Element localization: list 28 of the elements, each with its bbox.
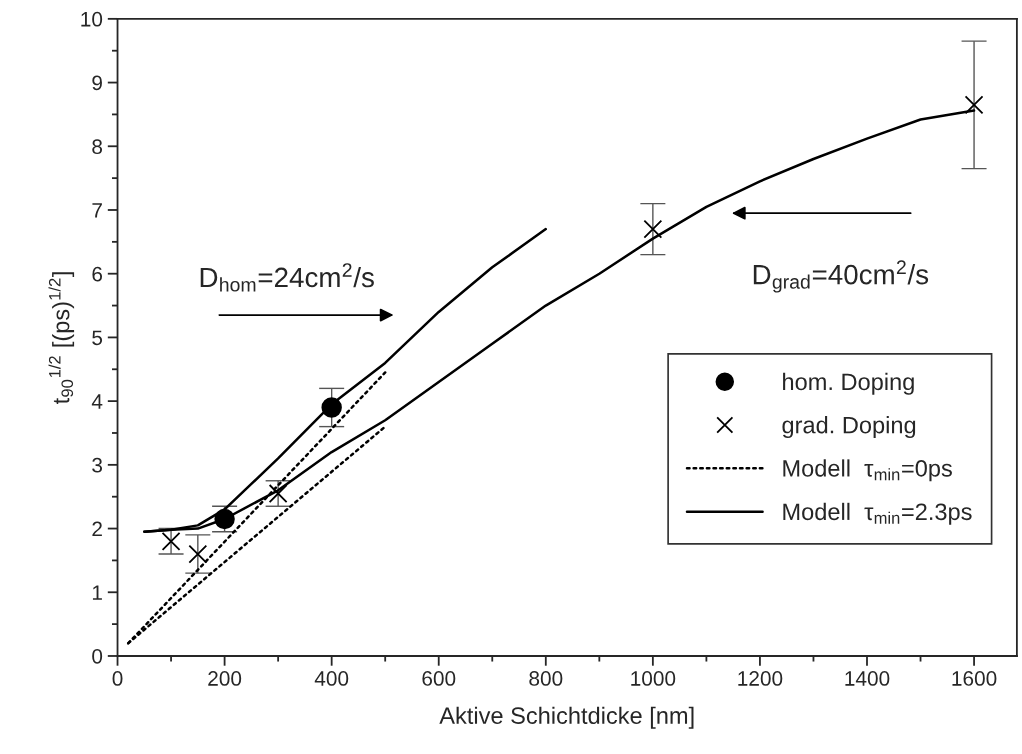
x-tick-label: 0 — [112, 671, 123, 686]
y-tick-label: 3 — [92, 457, 103, 473]
y-tick-label: 4 — [91, 394, 103, 409]
x-tick-label: 800 — [529, 671, 563, 686]
x-tick-label: 200 — [208, 671, 242, 686]
annotation: D$_{hom}$=24cm$^{2}$/s — [200, 263, 374, 292]
x-tick-label: 600 — [422, 671, 456, 686]
y-tick-label: 9 — [92, 75, 102, 91]
legend-label: grad. Doping — [782, 416, 916, 439]
x-tick-label: 1200 — [738, 671, 783, 686]
x-tick-label: 1600 — [952, 671, 997, 686]
y-tick-label: 6 — [92, 266, 103, 282]
x-tick-label: 1000 — [631, 671, 676, 686]
legend-label: Modell τ$_{min}$=0ps — [783, 459, 952, 482]
legend-label: hom. Doping — [783, 372, 914, 395]
y-tick-label: 0 — [92, 648, 103, 664]
y-tick-label: 8 — [92, 139, 103, 155]
y-tick-label: 10 — [81, 11, 103, 27]
y-tick-label: 5 — [92, 330, 103, 346]
x-axis-title: Aktive Schichtdicke [nm] — [439, 706, 694, 729]
y-tick-label: 1 — [92, 585, 102, 600]
legend-label: Modell τ$_{min}$=2.3ps — [783, 502, 972, 525]
y-axis-title: t$_{90}$$^{1/2}$ [(ps)$^{1/2}$] — [48, 272, 75, 404]
x-tick-label: 1400 — [845, 671, 890, 686]
y-tick-label: 2 — [92, 521, 102, 537]
y-tick-label: 7 — [92, 203, 102, 218]
x-tick-label: 400 — [314, 671, 349, 686]
annotation: D$_{grad}$=40cm$^{2}$/s — [753, 260, 929, 293]
